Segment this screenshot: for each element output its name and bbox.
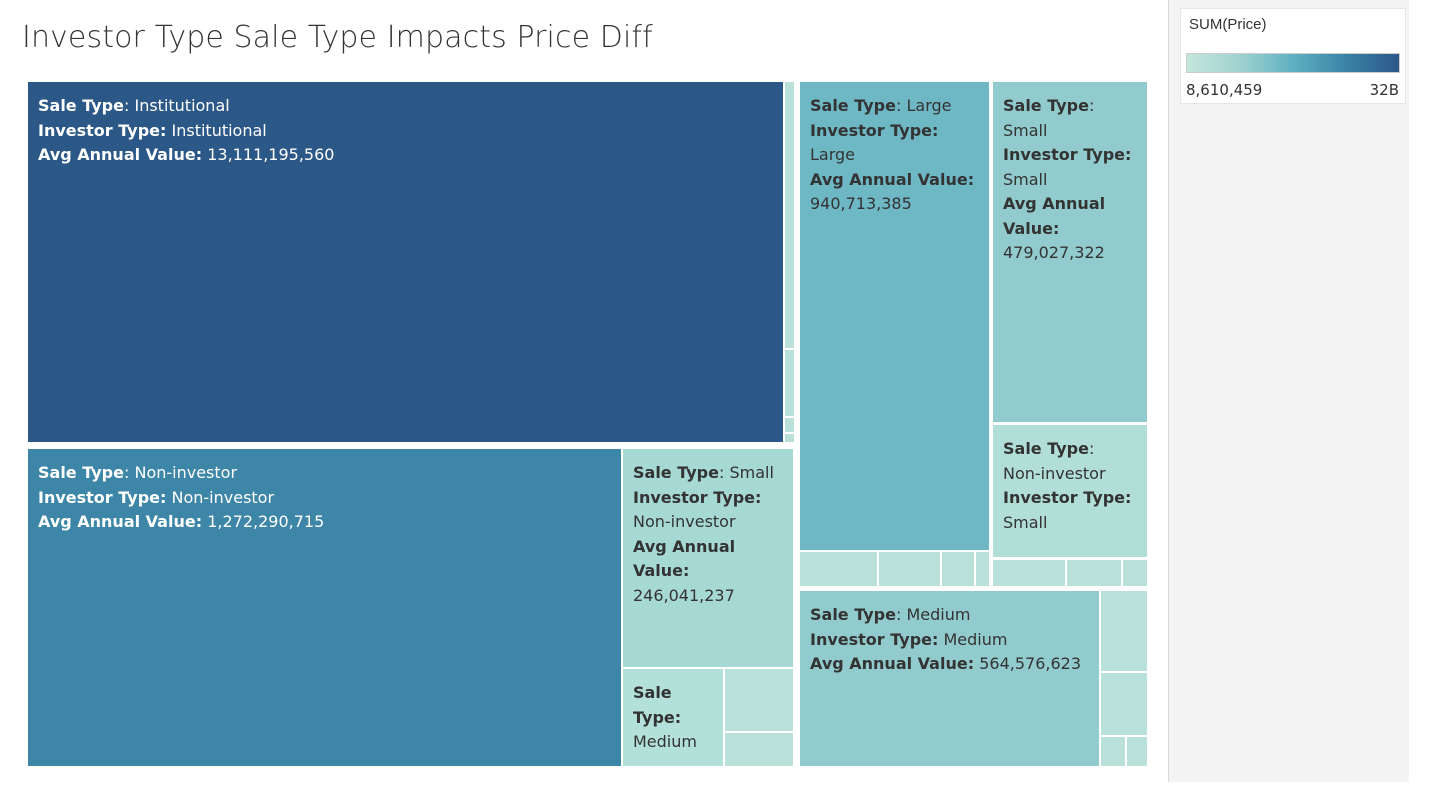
value-label: Value: [1003, 218, 1060, 238]
investor-type-value: Medium [943, 629, 1008, 649]
value-label: Value: [633, 561, 690, 580]
investor-type-label: Investor Type: [38, 120, 167, 140]
avg-annual-label: Avg Annual [633, 536, 736, 556]
sale-type-label: Sale Type [1003, 439, 1089, 458]
avg-annual-value-label: Avg Annual Value: [810, 169, 975, 189]
investor-type-value: Large [810, 145, 856, 164]
sale-label: Sale [633, 683, 672, 702]
sale-type-label: Sale Type [633, 463, 719, 482]
investor-type-label: Investor Type: [810, 120, 939, 140]
sale-type-label: Sale Type [38, 96, 124, 115]
tile-institutional-institutional[interactable]: Sale Type: Institutional Investor Type: … [28, 82, 783, 442]
tile-small-cell[interactable] [1101, 673, 1147, 735]
investor-type-value: Small [1003, 169, 1048, 189]
sale-type-value: Non-investor [1003, 463, 1106, 483]
legend-max-label: 32B [1369, 81, 1399, 99]
color-legend[interactable]: SUM(Price) 8,610,459 32B [1180, 8, 1406, 104]
investor-type-value: Small [1003, 512, 1048, 532]
avg-annual-value-label: Avg Annual Value: [810, 654, 975, 673]
side-panel [1168, 0, 1409, 782]
legend-title: SUM(Price) [1189, 16, 1267, 33]
tile-small-cell[interactable] [1067, 560, 1121, 586]
avg-annual-value: 246,041,237 [633, 585, 735, 605]
avg-annual-value: 564,576,623 [979, 654, 1081, 673]
tile-large-large[interactable]: Sale Type: Large Investor Type: Large Av… [800, 82, 989, 550]
investor-type-value: Institutional [171, 120, 267, 140]
tile-small-cell[interactable] [1101, 737, 1125, 766]
tile-small-cell[interactable] [993, 560, 1065, 586]
tile-small-cell[interactable] [800, 552, 877, 586]
chart-title: Investor Type Sale Type Impacts Price Di… [22, 20, 653, 55]
avg-annual-value-label: Avg Annual Value: [38, 512, 203, 531]
investor-type-label: Investor Type: [38, 487, 167, 507]
sale-type-value: Medium [633, 732, 697, 751]
tile-noninvestor-noninvestor[interactable]: Sale Type: Non-investor Investor Type: N… [28, 449, 621, 766]
legend-gradient-bar [1186, 53, 1400, 73]
tile-small-cell[interactable] [1123, 560, 1147, 586]
investor-type-value: Non-investor [171, 487, 275, 507]
tile-small-small[interactable]: Sale Type: Small Investor Type: Small Av… [993, 82, 1147, 422]
investor-type-label: Investor Type: [633, 487, 762, 507]
tile-small-noninvestor[interactable]: Sale Type: Small Investor Type: Non-inve… [623, 449, 793, 667]
avg-annual-value: 13,111,195,560 [207, 145, 335, 164]
sale-type-label: Sale Type [810, 605, 896, 624]
tile-sliver[interactable] [785, 418, 794, 432]
avg-annual-value-label: Avg Annual Value: [38, 145, 203, 164]
legend-min-label: 8,610,459 [1186, 81, 1263, 99]
tile-medium-medium[interactable]: Sale Type: Medium Investor Type: Medium … [800, 591, 1099, 766]
investor-type-label: Investor Type: [1003, 145, 1132, 164]
avg-annual-label: Avg Annual [1003, 194, 1106, 213]
sale-type-label: Sale Type [810, 96, 896, 115]
sale-type-value: Institutional [134, 96, 230, 115]
tile-small-cell[interactable] [725, 733, 793, 766]
tile-small-cell[interactable] [942, 552, 974, 586]
sale-type-label: Sale Type [1003, 96, 1089, 115]
sale-type-value: Small [1003, 120, 1048, 140]
tile-noninvestor-small[interactable]: Sale Type: Non-investor Investor Type: S… [993, 425, 1147, 557]
avg-annual-value: 479,027,322 [1003, 243, 1105, 262]
tile-medium-partial[interactable]: Sale Type: Medium [623, 669, 723, 766]
tile-small-cell[interactable] [1101, 591, 1147, 671]
sale-type-label: Sale Type [38, 463, 124, 482]
avg-annual-value: 1,272,290,715 [207, 512, 325, 531]
sale-type-value: Non-investor [134, 463, 238, 482]
sale-type-value: Small [729, 463, 774, 482]
sale-type-value: Medium [906, 605, 971, 624]
tile-small-cell[interactable] [976, 552, 989, 586]
tile-sliver[interactable] [785, 434, 794, 442]
tile-small-cell[interactable] [1127, 737, 1147, 766]
avg-annual-value: 940,713,385 [810, 194, 912, 213]
investor-type-label: Investor Type: [810, 629, 939, 649]
tile-sliver[interactable] [785, 350, 794, 416]
investor-type-label: Investor Type: [1003, 488, 1132, 507]
tile-small-cell[interactable] [725, 669, 793, 731]
tile-sliver[interactable] [785, 82, 794, 348]
type-label: Type: [633, 707, 682, 727]
sale-type-value: Large [906, 96, 952, 115]
investor-type-value: Non-investor [633, 512, 736, 531]
treemap: Sale Type: Institutional Investor Type: … [28, 82, 1147, 766]
tile-small-cell[interactable] [879, 552, 940, 586]
